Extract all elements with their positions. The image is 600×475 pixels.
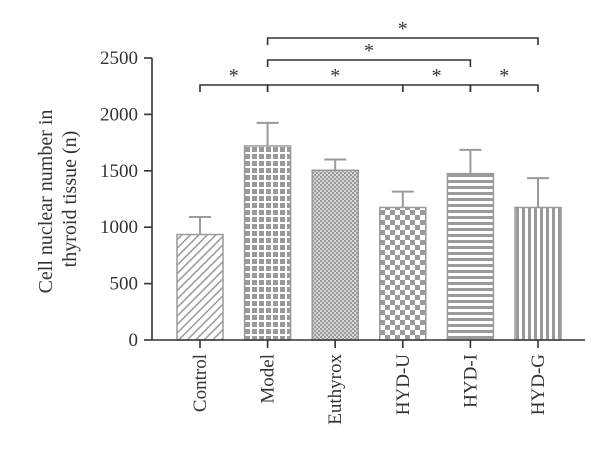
- y-tick-label: 500: [110, 274, 139, 295]
- x-tick-label-hyd-u: HYD-U: [393, 354, 414, 415]
- significance-star: *: [499, 65, 509, 87]
- significance-bracket: *: [402, 65, 472, 92]
- bracket-line: [469, 84, 539, 92]
- significance-layer: * * * * * *: [199, 18, 539, 92]
- significance-bracket: *: [266, 18, 539, 45]
- bar-euthyrox: [311, 169, 359, 341]
- bracket-line: [266, 37, 539, 45]
- bar-model: [243, 145, 292, 341]
- bar-hyd-i: [446, 172, 495, 341]
- y-tick-label: 2000: [100, 104, 138, 125]
- y-tick-label: 1500: [100, 161, 138, 182]
- bar-hyd-u: [379, 206, 427, 341]
- y-tick-label: 1000: [100, 217, 138, 238]
- significance-star: *: [398, 18, 408, 40]
- significance-bracket: *: [266, 65, 404, 92]
- x-tick-label-hyd-g: HYD-G: [528, 354, 549, 415]
- x-tick-label-hyd-i: HYD-I: [460, 354, 481, 408]
- significance-bracket: *: [266, 40, 472, 67]
- significance-bracket: *: [469, 65, 539, 92]
- y-tick-label: 2500: [100, 48, 138, 69]
- y-axis-title: Cell nuclear number in thyroid tissue (n…: [35, 105, 81, 294]
- error-bar-hyd-g: [527, 177, 549, 208]
- significance-star: *: [330, 65, 340, 87]
- error-bar-control: [189, 216, 211, 235]
- significance-star: *: [432, 65, 442, 87]
- significance-star: *: [229, 65, 239, 87]
- error-bar-model: [256, 121, 279, 146]
- bar-control: [176, 233, 224, 341]
- error-bar-euthyrox: [324, 158, 347, 171]
- error-bars-layer: [189, 121, 549, 235]
- axes-layer: 0 500 1000 1500 2000 2500 Control Model Euthyrox…: [100, 48, 585, 425]
- y-axis-title-line-1: Cell nuclear number in: [35, 110, 57, 294]
- bars-layer: [176, 145, 562, 341]
- error-bar-hyd-i: [459, 148, 482, 174]
- error-bar-hyd-u: [391, 190, 414, 208]
- bracket-line: [266, 59, 472, 67]
- x-tick-label-euthyrox: Euthyrox: [325, 354, 346, 425]
- x-tick-label-control: Control: [190, 354, 211, 412]
- significance-bracket: *: [199, 65, 269, 92]
- x-tick-label-model: Model: [258, 354, 279, 404]
- y-tick-label: 0: [129, 330, 139, 351]
- bar-hyd-g: [514, 206, 562, 341]
- y-axis-title-line-2: thyroid tissue (n): [59, 131, 81, 268]
- significance-star: *: [364, 40, 374, 62]
